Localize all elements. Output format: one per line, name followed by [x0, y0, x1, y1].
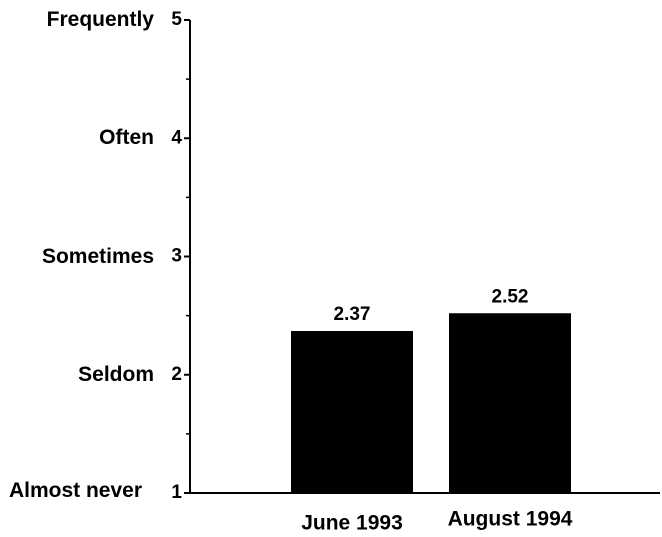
y-tick-label: 4: [171, 127, 182, 148]
x-tick-label: August 1994: [448, 508, 573, 531]
bar: [449, 313, 571, 493]
y-scale-label: Seldom: [78, 362, 154, 386]
y-tick-label: 1: [171, 482, 182, 503]
y-tick-label: 2: [171, 364, 182, 385]
bar: [291, 330, 413, 493]
value-label: 2.37: [334, 304, 371, 325]
y-scale-label: Frequently: [46, 8, 154, 31]
y-scale-label: Sometimes: [41, 244, 154, 268]
y-tick-label: 3: [171, 246, 182, 267]
y-scale-label: Almost never: [8, 479, 142, 502]
y-tick-label: 5: [171, 9, 182, 30]
x-tick-label: June 1993: [301, 512, 403, 535]
value-label: 2.52: [492, 286, 529, 307]
y-scale-label: Often: [99, 126, 154, 150]
